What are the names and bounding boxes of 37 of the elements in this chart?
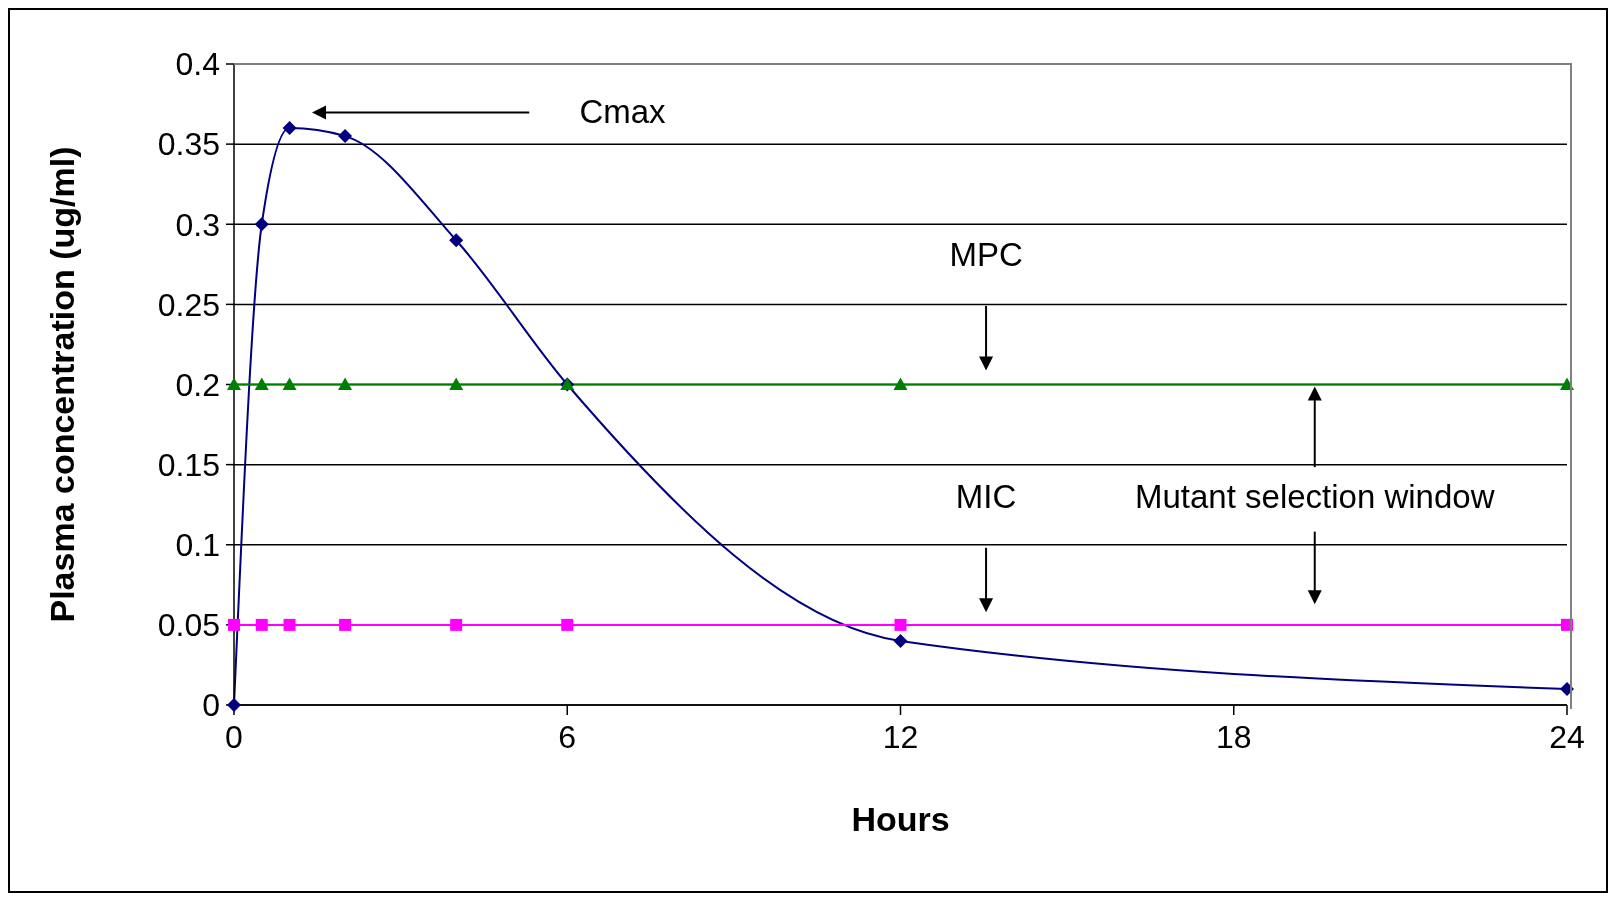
annotation: MPC (949, 236, 1023, 274)
y-tick-label: 0.25 (157, 286, 220, 323)
y-tick-label: 0.15 (157, 446, 220, 483)
point (339, 618, 352, 631)
x-tick-label: 18 (1215, 718, 1252, 755)
y-tick-label: 0.1 (175, 527, 220, 564)
point (450, 618, 463, 631)
point (255, 618, 268, 631)
y-axis-title: Plasma concentration (ug/ml) (43, 146, 82, 623)
point (254, 217, 269, 232)
y-tick-label: 0.35 (157, 126, 220, 163)
y-tick-label: 0.2 (175, 366, 220, 403)
point (338, 129, 353, 144)
annotation: MIC (955, 478, 1017, 516)
x-tick-label: 0 (225, 718, 243, 755)
point (283, 618, 296, 631)
point (282, 377, 297, 391)
point (561, 618, 574, 631)
point (893, 633, 908, 648)
x-tick-label: 12 (882, 718, 919, 755)
point (254, 377, 269, 391)
y-tick-label: 0 (202, 687, 220, 724)
point (893, 377, 908, 391)
x-axis-title: Hours (851, 800, 950, 838)
annotation: Mutant selection window (1134, 478, 1495, 516)
point (449, 377, 464, 391)
x-tick-label: 24 (1549, 718, 1585, 755)
point (894, 618, 907, 631)
y-tick-label: 0.4 (175, 46, 220, 83)
point (228, 618, 240, 631)
x-tick-label: 6 (558, 718, 577, 755)
annotation: Cmax (579, 93, 667, 131)
point (282, 121, 297, 136)
y-tick-label: 0.05 (157, 607, 220, 644)
y-tick-label: 0.3 (175, 206, 220, 243)
point (449, 233, 464, 248)
point (338, 377, 353, 391)
